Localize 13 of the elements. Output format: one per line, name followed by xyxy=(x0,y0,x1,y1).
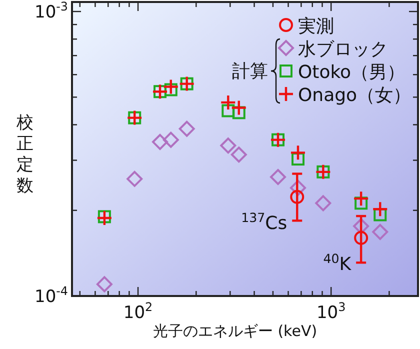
legend-label: 実測 xyxy=(298,16,334,37)
x-tick-label: 10$^{3}$ xyxy=(316,300,346,323)
legend-label: Otoko（男） xyxy=(298,62,406,83)
x-tick-label: 10$^{2}$ xyxy=(123,300,153,323)
y-tick-label: 10$^{-3}$ xyxy=(34,0,68,23)
y-tick-label: 10$^{-4}$ xyxy=(34,284,68,307)
legend-label: 水ブロック xyxy=(298,39,388,60)
y-axis-title: 校正定数 xyxy=(16,113,34,196)
legend-label: Onago（女） xyxy=(298,85,412,106)
annotation: $^{40}$K xyxy=(323,250,352,275)
x-axis-title: 光子のエネルギー (keV) xyxy=(152,322,318,340)
annotation: $^{137}$Cs xyxy=(241,209,288,234)
annotation: 計算 xyxy=(232,61,268,82)
